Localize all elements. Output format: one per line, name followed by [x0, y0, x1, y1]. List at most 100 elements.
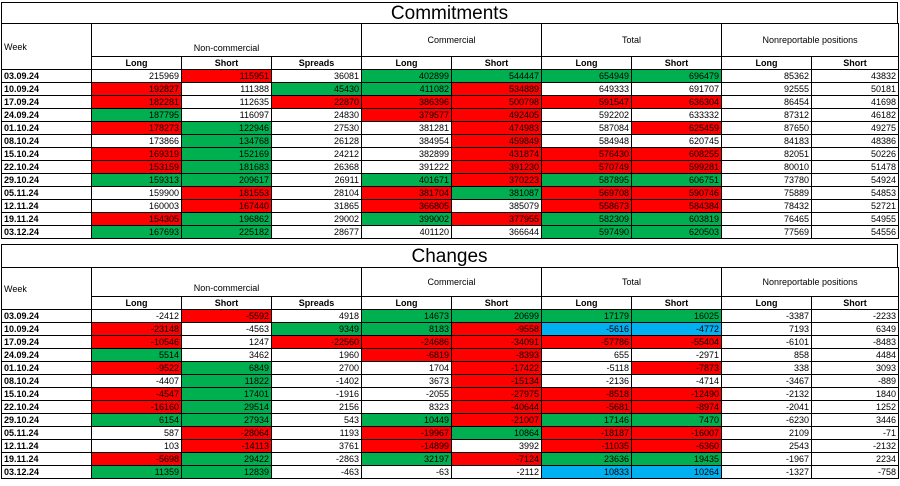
value-cell: 17146: [541, 413, 633, 427]
value-cell: 386396: [361, 95, 453, 109]
value-cell: -5681: [541, 400, 633, 414]
value-cell: 92555: [721, 82, 813, 96]
value-cell: 608255: [631, 147, 723, 161]
value-cell: 431874: [451, 147, 543, 161]
week-cell: 22.10.24: [1, 400, 92, 414]
table-row: 03.12.24 11359 12839 -463 -63 -2112 10833 10264…: [1, 465, 900, 479]
value-cell: 19435: [631, 452, 723, 466]
value-cell: 52721: [811, 199, 900, 213]
spreads-subheader: Spreads: [270, 296, 363, 310]
short-subheader: Short: [811, 296, 900, 310]
table-row: 03.12.24 167693 225182 28677 401120 366644 597…: [1, 225, 900, 239]
long-subheader: Long: [361, 56, 453, 70]
value-cell: 544447: [451, 69, 543, 83]
value-cell: 569708: [541, 186, 633, 200]
value-cell: -3387: [721, 309, 813, 323]
value-cell: 112635: [181, 95, 272, 109]
value-cell: -6101: [721, 335, 813, 349]
value-cell: -2112: [451, 465, 543, 479]
value-cell: 27934: [181, 413, 272, 427]
table-row: 01.10.24 178273 122946 27530 381281 474983 587…: [1, 121, 900, 135]
value-cell: 587084: [541, 121, 633, 135]
value-cell: 584948: [541, 134, 633, 148]
value-cell: 73780: [721, 173, 813, 187]
value-cell: 366644: [451, 225, 543, 239]
table-row: 15.10.24 -4547 17401 -1916 -2055 -27975 -8518-…: [1, 387, 900, 401]
value-cell: 1704: [361, 361, 453, 375]
value-cell: -17422: [451, 361, 543, 375]
value-cell: 29002: [270, 212, 363, 226]
value-cell: 338: [721, 361, 813, 375]
short-subheader: Short: [811, 56, 900, 70]
value-cell: -57786: [541, 335, 633, 349]
value-cell: -2132: [721, 387, 813, 401]
table-row: 24.09.24 187795 116097 24830 379577 492405 592…: [1, 108, 900, 122]
commitments-title: Commitments: [1, 2, 898, 24]
week-cell: 29.10.24: [1, 173, 92, 187]
value-cell: -6360: [631, 439, 723, 453]
value-cell: -889: [811, 374, 900, 388]
value-cell: -71: [811, 426, 900, 440]
value-cell: 1252: [811, 400, 900, 414]
value-cell: 49275: [811, 121, 900, 135]
value-cell: 391230: [451, 160, 543, 174]
table-row: 01.10.24 -9522 6849 2700 1704 -17422 -5118 -787…: [1, 361, 900, 375]
value-cell: -8393: [451, 348, 543, 362]
week-cell: 19.11.24: [1, 212, 92, 226]
value-cell: 87312: [721, 108, 813, 122]
value-cell: 17401: [181, 387, 272, 401]
value-cell: 134768: [181, 134, 272, 148]
value-cell: 3462: [181, 348, 272, 362]
value-cell: 29422: [181, 452, 272, 466]
value-cell: 384954: [361, 134, 453, 148]
value-cell: -8974: [631, 400, 723, 414]
value-cell: 8323: [361, 400, 453, 414]
value-cell: -14899: [361, 439, 453, 453]
week-cell: 03.09.24: [1, 69, 92, 83]
value-cell: -55404: [631, 335, 723, 349]
week-cell: 24.09.24: [1, 348, 92, 362]
value-cell: 16025: [631, 309, 723, 323]
value-cell: 80010: [721, 160, 813, 174]
total-header: Total: [541, 23, 723, 57]
value-cell: 153159: [91, 160, 182, 174]
long-subheader: Long: [721, 296, 813, 310]
value-cell: 590746: [631, 186, 723, 200]
value-cell: 7470: [631, 413, 723, 427]
value-cell: -5592: [181, 309, 272, 323]
value-cell: 209617: [181, 173, 272, 187]
value-cell: 87650: [721, 121, 813, 135]
value-cell: -2136: [541, 374, 633, 388]
value-cell: 9349: [270, 322, 363, 336]
commercial-header: Commercial: [361, 23, 543, 57]
value-cell: 103: [91, 439, 182, 453]
week-cell: 12.11.24: [1, 439, 92, 453]
value-cell: 858: [721, 348, 813, 362]
short-subheader: Short: [181, 56, 272, 70]
table-row: 03.09.24 215969 115951 36081 402899 544447 654…: [1, 69, 900, 83]
week-header: Week: [1, 267, 92, 310]
value-cell: 391222: [361, 160, 453, 174]
value-cell: 26911: [270, 173, 363, 187]
value-cell: -2041: [721, 400, 813, 414]
value-cell: 187795: [91, 108, 182, 122]
table-row: 29.10.24 159313 209617 26911 401671 370223 587…: [1, 173, 900, 187]
value-cell: 2156: [270, 400, 363, 414]
value-cell: 181683: [181, 160, 272, 174]
value-cell: 558673: [541, 199, 633, 213]
value-cell: 1840: [811, 387, 900, 401]
changes-table: Week Non-commercial Commercial Total Nonrepo…: [1, 267, 900, 479]
value-cell: 85362: [721, 69, 813, 83]
value-cell: 225182: [181, 225, 272, 239]
value-cell: 54853: [811, 186, 900, 200]
week-header: Week: [1, 23, 92, 70]
week-cell: 15.10.24: [1, 147, 92, 161]
value-cell: -14113: [181, 439, 272, 453]
value-cell: -28064: [181, 426, 272, 440]
week-cell: 29.10.24: [1, 413, 92, 427]
value-cell: 6849: [181, 361, 272, 375]
value-cell: -8483: [811, 335, 900, 349]
value-cell: 3673: [361, 374, 453, 388]
value-cell: -7873: [631, 361, 723, 375]
value-cell: -5118: [541, 361, 633, 375]
